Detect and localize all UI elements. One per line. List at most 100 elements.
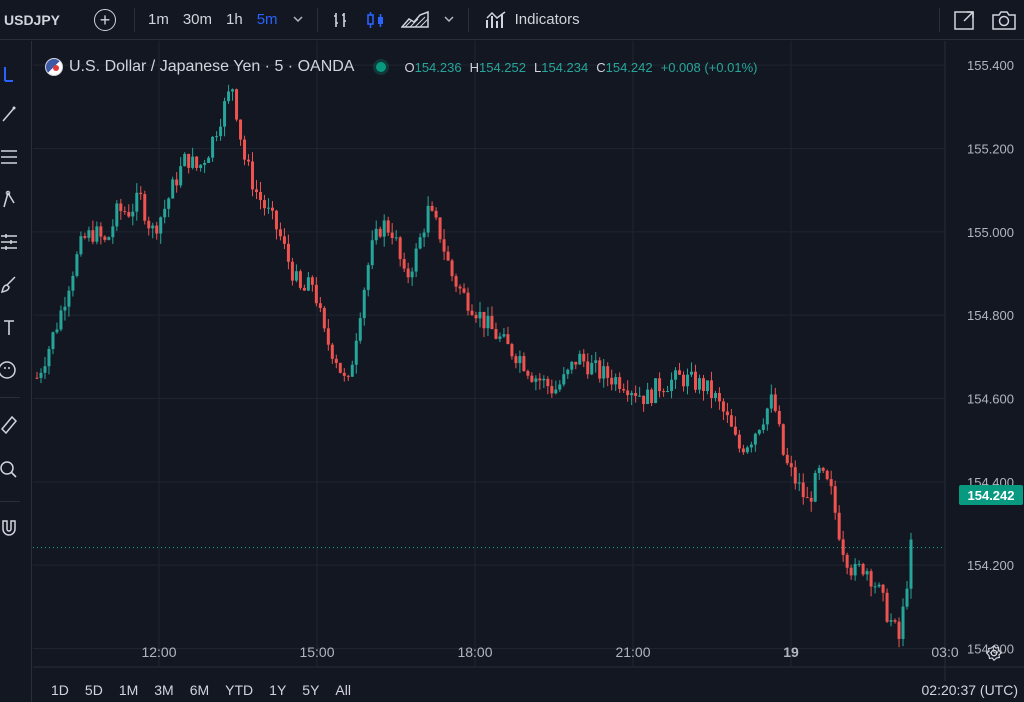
candle-body xyxy=(518,356,522,364)
emoji-icon[interactable] xyxy=(0,359,18,381)
indicators-button[interactable]: Indicators xyxy=(475,10,590,30)
candle-body xyxy=(885,592,889,622)
candlestick-chart[interactable]: 155.400155.200155.000154.800154.600154.4… xyxy=(33,41,1024,681)
candle-body xyxy=(662,391,666,393)
candle-body xyxy=(773,394,777,412)
candle-body xyxy=(562,374,566,385)
price-tick-label: 155.400 xyxy=(967,58,1014,73)
candle-body xyxy=(43,366,47,373)
candle-body xyxy=(239,119,243,140)
toolbar-divider xyxy=(467,7,469,32)
candle-body xyxy=(873,586,877,588)
interval-5m-button[interactable]: 5m xyxy=(256,11,278,28)
symbol-search[interactable]: USDJPY xyxy=(4,11,61,28)
candle-body xyxy=(414,248,418,272)
candle-body xyxy=(382,220,386,237)
candle-body xyxy=(326,328,330,345)
candle-body xyxy=(119,203,123,212)
range-1m-button[interactable]: 1M xyxy=(118,682,139,698)
candle-body xyxy=(813,473,817,502)
candle-body xyxy=(366,265,370,290)
range-3m-button[interactable]: 3M xyxy=(154,682,174,698)
indicators-label: Indicators xyxy=(514,11,580,28)
candle-body xyxy=(151,225,155,229)
candle-body xyxy=(374,228,378,241)
camera-icon[interactable] xyxy=(984,0,1024,40)
timezone-clock[interactable]: 02:20:37 (UTC) xyxy=(921,682,1018,698)
text-icon[interactable] xyxy=(0,316,18,338)
candles-chart-type-icon[interactable] xyxy=(358,0,394,40)
brush-icon[interactable] xyxy=(0,274,18,296)
candle-body xyxy=(650,389,654,404)
fib-retracement-icon[interactable] xyxy=(0,146,18,168)
interval-dropdown-chevron-icon[interactable] xyxy=(285,14,311,25)
candle-body xyxy=(841,539,845,555)
candle-body xyxy=(75,254,79,276)
candle-body xyxy=(522,356,526,372)
candle-body xyxy=(889,620,893,622)
ruler-icon[interactable] xyxy=(0,413,18,435)
candle-body xyxy=(658,378,662,392)
high-key: H xyxy=(469,59,479,75)
interval-30m-button[interactable]: 30m xyxy=(182,11,213,28)
time-tick-label: 03:0 xyxy=(931,644,958,660)
chart-type-dropdown-chevron-icon[interactable] xyxy=(436,14,462,25)
range-all-button[interactable]: All xyxy=(335,682,351,698)
candle-body xyxy=(258,191,262,201)
candle-body xyxy=(187,153,191,168)
candle-body xyxy=(690,371,694,375)
candle-body xyxy=(55,329,59,333)
change-value: +0.008 (+0.01%) xyxy=(660,59,758,75)
settings-gear-icon[interactable] xyxy=(985,644,1003,662)
candle-body xyxy=(510,344,514,357)
candle-body xyxy=(590,362,594,375)
interval-1m-button[interactable]: 1m xyxy=(148,11,169,28)
range-5d-button[interactable]: 5D xyxy=(84,682,103,698)
range-ytd-button[interactable]: YTD xyxy=(225,682,254,698)
interval-1h-button[interactable]: 1h xyxy=(226,11,243,28)
candle-body xyxy=(566,369,570,375)
chart-pane[interactable]: 155.400 155.200 155.000 154.800 154.600 154.4… xyxy=(33,41,1024,702)
prediction-icon[interactable] xyxy=(0,231,18,253)
zoom-icon[interactable] xyxy=(0,459,18,481)
candle-body xyxy=(693,371,697,390)
candle-body xyxy=(821,467,825,471)
candle-body xyxy=(761,424,765,430)
cursor-icon[interactable] xyxy=(0,63,18,85)
candle-body xyxy=(765,408,769,425)
candle-body xyxy=(654,378,658,404)
candle-body xyxy=(274,210,278,230)
candle-body xyxy=(749,444,753,448)
close-value: 154.242 xyxy=(605,59,653,75)
range-1d-button[interactable]: 1D xyxy=(51,682,69,698)
candle-body xyxy=(769,394,773,409)
candle-body xyxy=(71,275,75,291)
candle-body xyxy=(83,236,87,238)
pattern-icon[interactable] xyxy=(0,189,18,211)
fullscreen-icon[interactable] xyxy=(946,0,984,40)
symbol-title[interactable]: U.S. Dollar / Japanese Yen · 5 · OANDA xyxy=(69,58,355,75)
toolbar-divider xyxy=(134,7,135,32)
candle-body xyxy=(594,360,598,363)
candle-body xyxy=(183,153,187,167)
candle-body xyxy=(426,205,430,233)
candle-body xyxy=(729,415,733,427)
candle-body xyxy=(103,236,107,240)
candle-body xyxy=(466,292,470,311)
candle-body xyxy=(670,379,674,392)
candle-body xyxy=(266,207,270,209)
candle-body xyxy=(801,482,805,498)
candle-body xyxy=(741,448,745,453)
magnet-icon[interactable] xyxy=(0,516,18,538)
range-6m-button[interactable]: 6M xyxy=(189,682,210,698)
low-value: 154.234 xyxy=(541,59,589,75)
compare-symbol-button[interactable]: + xyxy=(94,8,116,31)
candle-body xyxy=(422,232,426,238)
candle-body xyxy=(502,334,506,337)
area-chart-type-icon[interactable] xyxy=(394,0,436,40)
candle-body xyxy=(410,271,414,278)
bar-chart-type-icon[interactable] xyxy=(324,0,358,40)
range-1y-button[interactable]: 1Y xyxy=(269,682,287,698)
range-5y-button[interactable]: 5Y xyxy=(302,682,320,698)
trend-line-icon[interactable] xyxy=(0,103,18,125)
